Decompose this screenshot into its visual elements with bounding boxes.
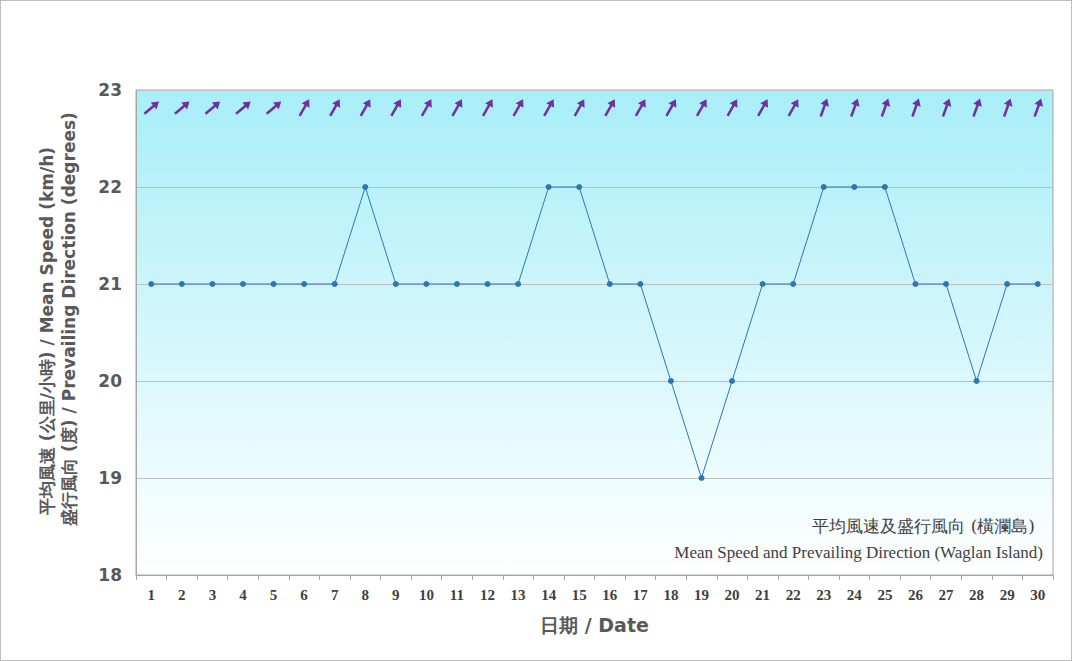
svg-text:14: 14 (541, 587, 557, 603)
svg-text:4: 4 (239, 587, 247, 603)
svg-text:7: 7 (331, 587, 339, 603)
svg-text:21: 21 (755, 587, 770, 603)
svg-text:日期 / Date: 日期 / Date (540, 614, 649, 636)
svg-text:22: 22 (786, 587, 801, 603)
svg-text:1: 1 (148, 587, 156, 603)
svg-text:28: 28 (969, 587, 984, 603)
svg-text:19: 19 (694, 587, 709, 603)
svg-text:27: 27 (939, 587, 955, 603)
svg-text:平均風速 (公里/小時) / Mean Speed (km/: 平均風速 (公里/小時) / Mean Speed (km/h) (37, 147, 57, 516)
svg-text:29: 29 (1000, 587, 1015, 603)
svg-text:11: 11 (450, 587, 464, 603)
svg-text:16: 16 (602, 587, 618, 603)
svg-text:18: 18 (98, 565, 122, 585)
svg-text:20: 20 (725, 587, 740, 603)
svg-text:21: 21 (98, 274, 122, 294)
svg-text:23: 23 (98, 80, 122, 100)
svg-text:19: 19 (98, 468, 122, 488)
svg-text:8: 8 (362, 587, 370, 603)
svg-text:15: 15 (572, 587, 587, 603)
svg-text:12: 12 (480, 587, 495, 603)
svg-text:18: 18 (663, 587, 678, 603)
svg-text:13: 13 (511, 587, 526, 603)
svg-text:23: 23 (816, 587, 831, 603)
svg-text:17: 17 (633, 587, 649, 603)
svg-text:5: 5 (270, 587, 278, 603)
svg-text:Mean Speed and Prevailing Dire: Mean Speed and Prevailing Direction (Wag… (674, 543, 1043, 562)
svg-text:26: 26 (908, 587, 924, 603)
svg-text:6: 6 (300, 587, 308, 603)
svg-text:3: 3 (209, 587, 217, 603)
svg-text:30: 30 (1030, 587, 1045, 603)
svg-text:24: 24 (847, 587, 863, 603)
svg-text:10: 10 (419, 587, 434, 603)
svg-text:25: 25 (877, 587, 892, 603)
svg-text:平均風速及盛行風向 (橫瀾島): 平均風速及盛行風向 (橫瀾島) (812, 516, 1035, 536)
svg-text:20: 20 (98, 371, 122, 391)
svg-text:2: 2 (178, 587, 186, 603)
svg-text:盛行風向 (度) / Prevailing Directio: 盛行風向 (度) / Prevailing Direction (degrees… (59, 112, 79, 527)
svg-text:9: 9 (392, 587, 400, 603)
svg-text:22: 22 (98, 177, 122, 197)
